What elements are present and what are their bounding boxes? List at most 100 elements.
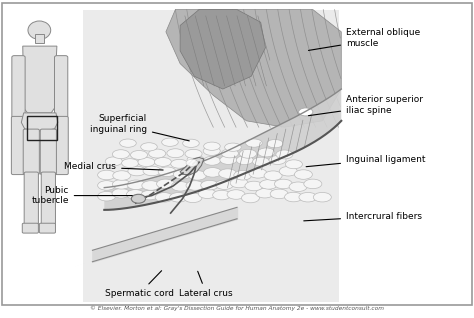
Ellipse shape (155, 157, 172, 166)
Ellipse shape (98, 191, 116, 201)
Text: Medial crus: Medial crus (64, 162, 163, 171)
FancyBboxPatch shape (12, 56, 25, 118)
Ellipse shape (156, 179, 174, 189)
Ellipse shape (213, 190, 231, 200)
Ellipse shape (119, 139, 137, 147)
Polygon shape (104, 89, 341, 210)
Ellipse shape (186, 159, 198, 166)
Bar (35, 34, 44, 43)
Ellipse shape (142, 181, 160, 190)
FancyBboxPatch shape (23, 129, 39, 175)
Text: Inguinal ligament: Inguinal ligament (306, 155, 426, 167)
Ellipse shape (264, 171, 282, 180)
Ellipse shape (141, 143, 157, 151)
FancyBboxPatch shape (55, 56, 68, 118)
Polygon shape (21, 113, 58, 131)
Ellipse shape (184, 193, 202, 203)
Ellipse shape (149, 149, 166, 158)
Ellipse shape (216, 180, 234, 190)
Bar (27, 116, 57, 140)
Polygon shape (23, 46, 57, 113)
Ellipse shape (289, 182, 307, 191)
Text: Pubic
tubercle: Pubic tubercle (31, 186, 132, 205)
Ellipse shape (203, 168, 221, 177)
Ellipse shape (141, 190, 159, 200)
Ellipse shape (253, 157, 270, 166)
Ellipse shape (122, 159, 139, 168)
Ellipse shape (189, 170, 207, 180)
Ellipse shape (220, 156, 237, 164)
Ellipse shape (304, 179, 322, 189)
Ellipse shape (246, 139, 262, 147)
Ellipse shape (167, 149, 184, 158)
FancyBboxPatch shape (40, 129, 56, 175)
Ellipse shape (98, 181, 116, 190)
Ellipse shape (203, 147, 220, 156)
Ellipse shape (279, 166, 297, 176)
Ellipse shape (155, 193, 173, 202)
Ellipse shape (203, 156, 220, 165)
Ellipse shape (138, 158, 155, 167)
Ellipse shape (204, 142, 220, 150)
Ellipse shape (127, 190, 145, 199)
Ellipse shape (182, 139, 199, 148)
Ellipse shape (185, 149, 202, 158)
Ellipse shape (187, 155, 204, 164)
Ellipse shape (249, 169, 267, 178)
Ellipse shape (285, 160, 302, 169)
Text: Anterior superior
iliac spine: Anterior superior iliac spine (309, 95, 423, 116)
Ellipse shape (227, 190, 245, 199)
FancyBboxPatch shape (11, 116, 25, 175)
Ellipse shape (112, 189, 130, 198)
Ellipse shape (258, 148, 275, 157)
FancyBboxPatch shape (24, 172, 38, 225)
Ellipse shape (269, 156, 286, 164)
Ellipse shape (276, 150, 293, 159)
Ellipse shape (266, 140, 283, 148)
Ellipse shape (256, 188, 274, 198)
FancyBboxPatch shape (22, 223, 38, 233)
Ellipse shape (113, 171, 131, 180)
Ellipse shape (241, 193, 259, 203)
Text: Spermatic cord: Spermatic cord (105, 271, 174, 298)
Ellipse shape (198, 189, 216, 198)
Ellipse shape (186, 181, 204, 190)
Ellipse shape (219, 169, 237, 178)
Ellipse shape (225, 143, 241, 151)
FancyBboxPatch shape (55, 116, 68, 175)
Ellipse shape (112, 150, 129, 159)
Ellipse shape (284, 192, 302, 202)
Ellipse shape (127, 180, 145, 190)
Ellipse shape (105, 157, 122, 166)
Ellipse shape (260, 180, 278, 189)
Ellipse shape (112, 180, 130, 189)
Text: Superficial
inguinal ring: Superficial inguinal ring (90, 114, 189, 141)
Polygon shape (180, 10, 265, 89)
Ellipse shape (128, 166, 146, 176)
Ellipse shape (236, 156, 253, 165)
Text: Lateral crus: Lateral crus (179, 271, 233, 298)
Text: © Elsevier. Morton et al: Gray's Dissection Guide for Human Anatomy 2e - www.stu: © Elsevier. Morton et al: Gray's Dissect… (90, 305, 384, 311)
Ellipse shape (245, 181, 263, 191)
Ellipse shape (131, 194, 146, 203)
Ellipse shape (98, 170, 116, 180)
Ellipse shape (313, 192, 331, 202)
Ellipse shape (158, 167, 176, 176)
Ellipse shape (274, 179, 292, 189)
Ellipse shape (170, 193, 188, 202)
Text: Intercrural fibers: Intercrural fibers (304, 212, 422, 221)
Bar (83, 10, 339, 302)
FancyBboxPatch shape (39, 223, 55, 233)
Ellipse shape (28, 21, 51, 39)
Polygon shape (180, 157, 204, 175)
Ellipse shape (171, 159, 188, 168)
Ellipse shape (230, 178, 248, 188)
Ellipse shape (221, 149, 238, 158)
Ellipse shape (162, 138, 178, 146)
Ellipse shape (239, 149, 256, 158)
Ellipse shape (294, 170, 312, 179)
FancyBboxPatch shape (41, 172, 55, 225)
Ellipse shape (173, 169, 191, 179)
Ellipse shape (130, 150, 147, 159)
Ellipse shape (299, 192, 317, 202)
